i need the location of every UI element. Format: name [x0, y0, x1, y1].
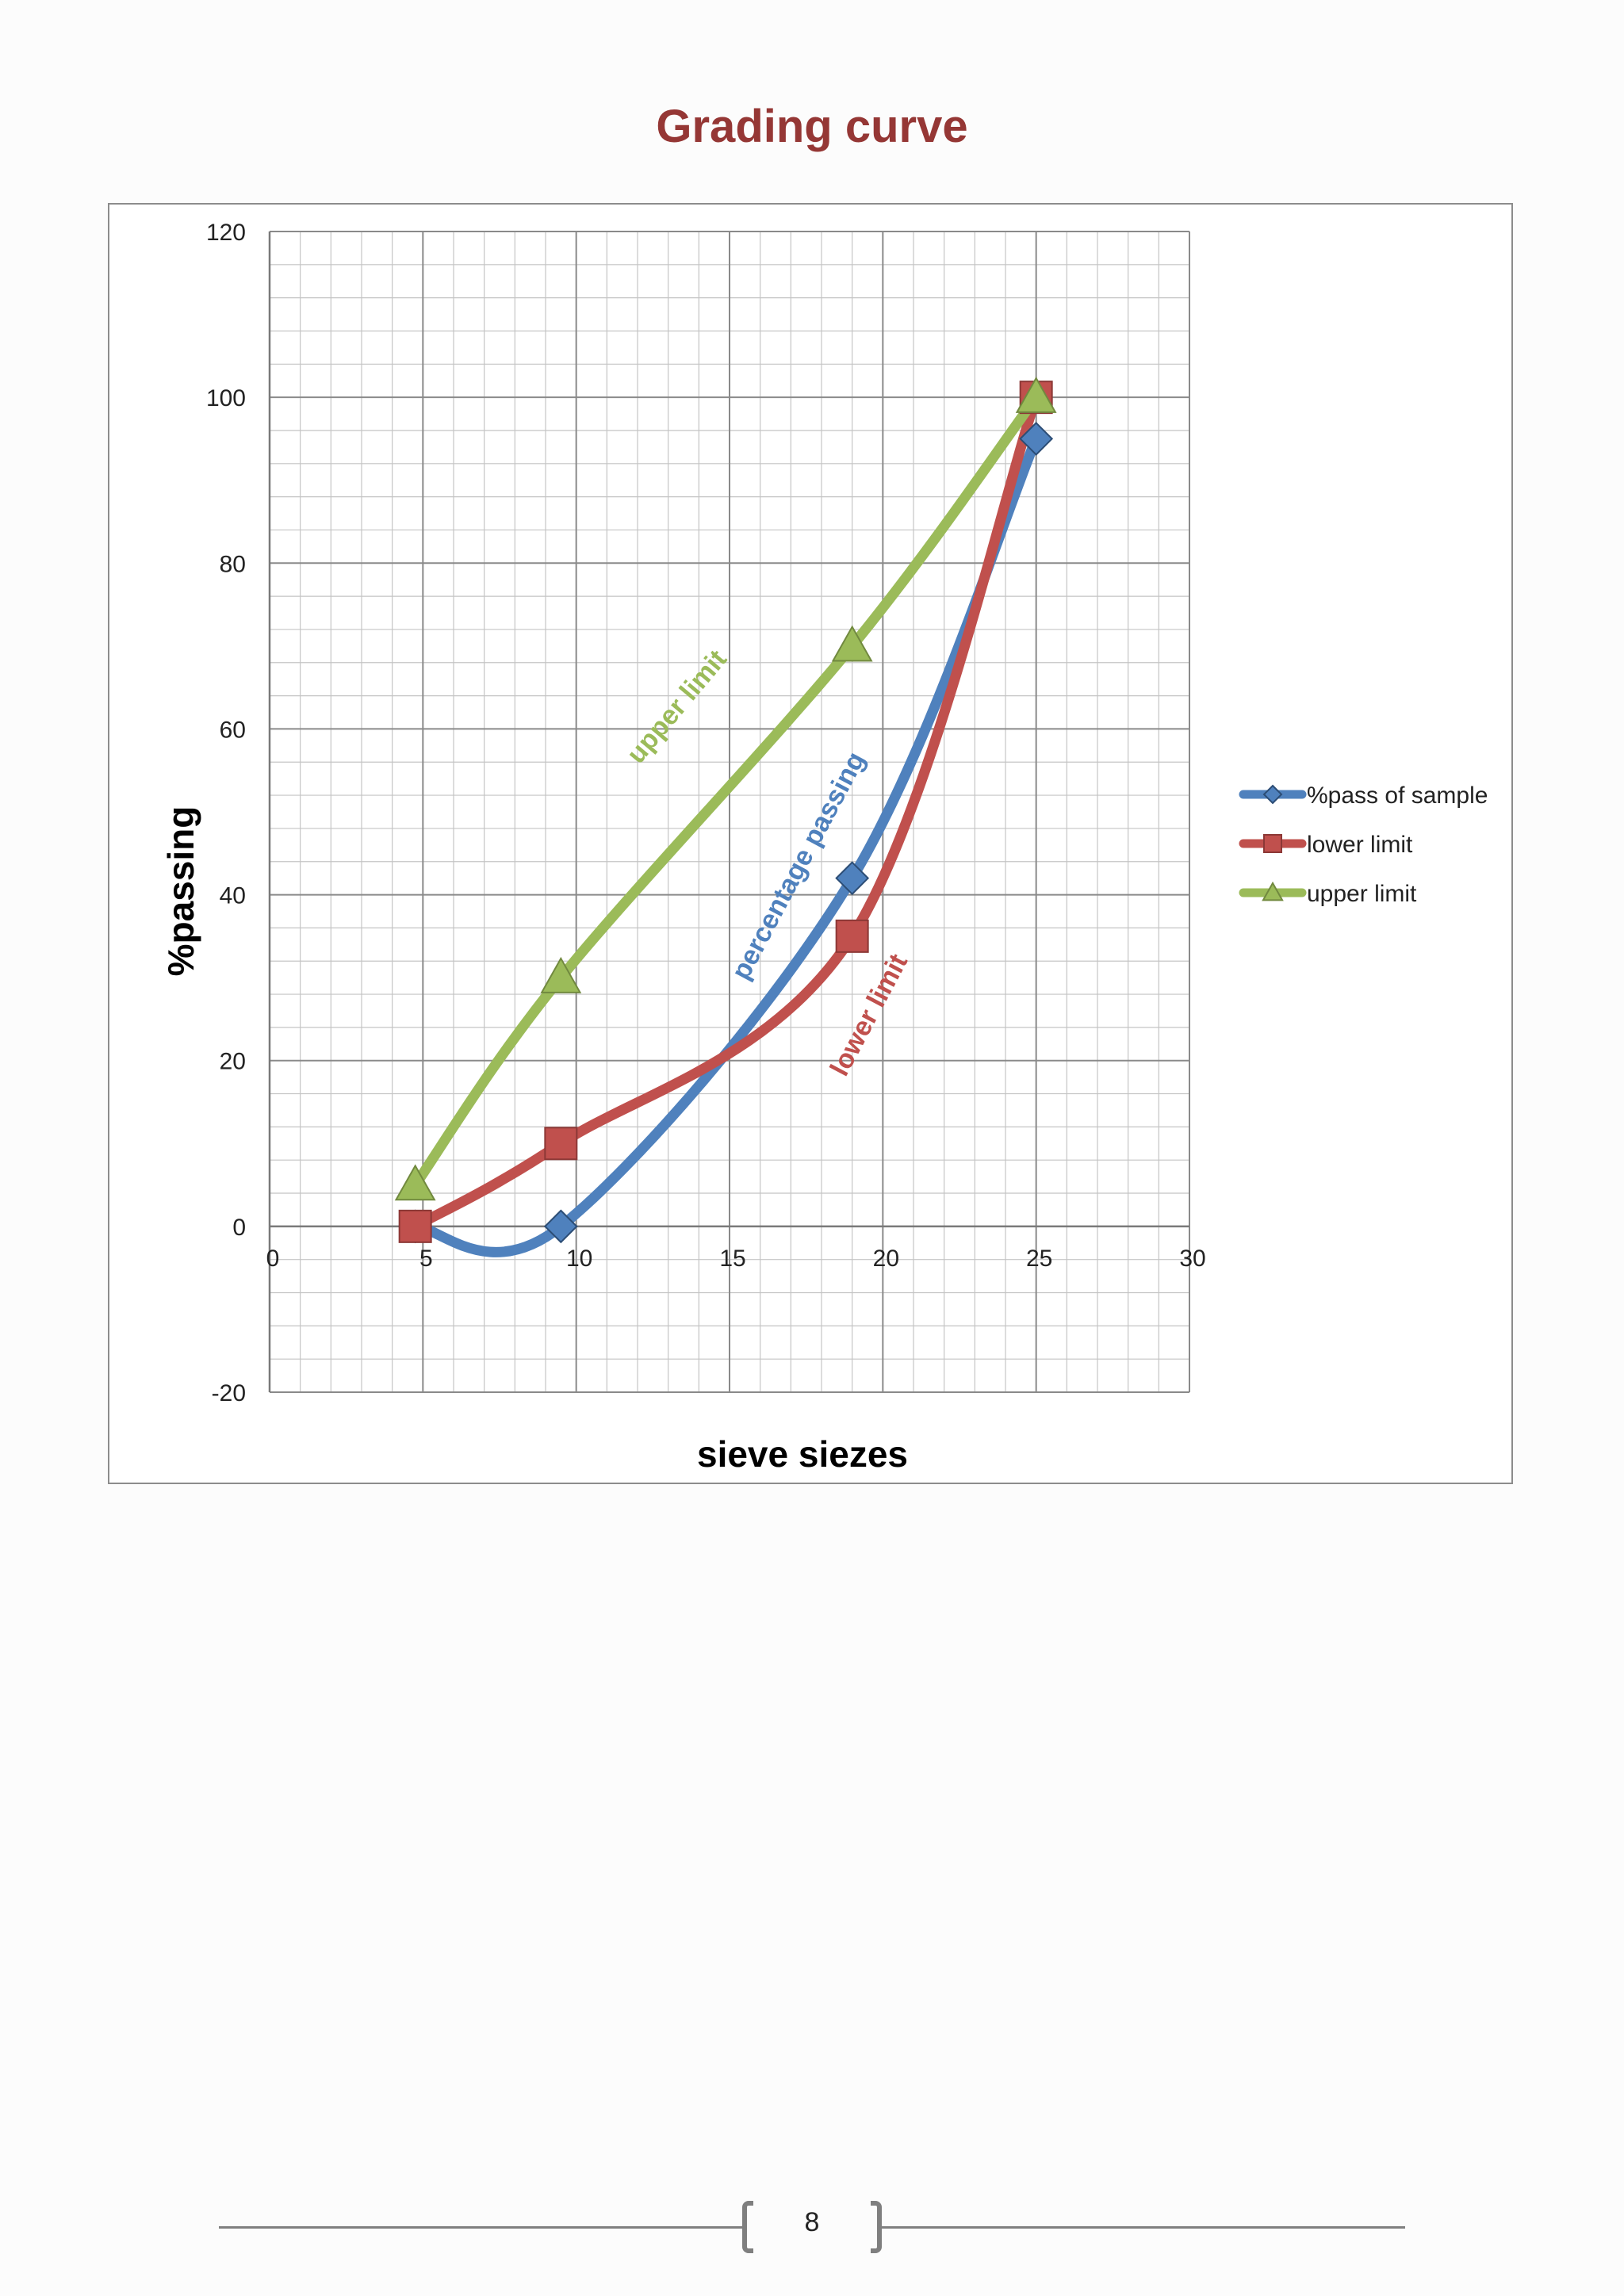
tick-labels: -20 0 20 40 60 80 100 120 0 5 10 15 20 25 30	[206, 220, 1206, 1406]
page-number-bracket-right	[871, 2201, 882, 2253]
series-line	[410, 433, 1042, 1257]
y-tick-label: 120	[206, 220, 246, 246]
diamond-marker	[1019, 422, 1054, 456]
y-tick-label: 60	[220, 717, 246, 743]
series-lines	[410, 392, 1042, 1257]
legend-label: lower limit	[1307, 832, 1413, 858]
chart-title: Grading curve	[656, 101, 968, 152]
x-tick-label: 30	[1179, 1246, 1205, 1272]
series-line	[410, 392, 1042, 1191]
square-marker	[398, 1209, 432, 1243]
diamond-marker	[1262, 784, 1283, 805]
y-axis-label: %passing	[160, 806, 201, 977]
y-tick-label: 100	[206, 385, 246, 411]
footer-rule-left	[219, 2226, 742, 2229]
y-tick-label: -20	[212, 1380, 246, 1406]
diamond-marker	[543, 1209, 578, 1244]
x-tick-label: 15	[719, 1246, 745, 1272]
x-tick-label: 20	[873, 1246, 899, 1272]
data-markers	[394, 376, 1057, 1244]
triangle-marker	[1015, 376, 1057, 413]
y-tick-label: 80	[220, 551, 246, 577]
triangle-marker	[394, 1164, 436, 1201]
diamond-marker	[835, 861, 870, 896]
legend: %pass of sample lower limit upper limit	[1239, 783, 1488, 907]
page-number: 8	[804, 2207, 820, 2237]
square-marker	[1263, 834, 1282, 853]
x-tick-label: 5	[419, 1246, 433, 1272]
y-tick-label: 20	[220, 1049, 246, 1075]
y-tick-label: 40	[220, 883, 246, 909]
triangle-marker	[540, 956, 582, 993]
square-marker	[835, 919, 869, 953]
x-tick-label: 25	[1026, 1246, 1052, 1272]
y-tick-label: 0	[232, 1215, 246, 1241]
triangle-marker	[1262, 881, 1284, 901]
square-marker	[544, 1127, 578, 1161]
series-line	[410, 392, 1042, 1232]
footer-rule-right	[882, 2226, 1405, 2229]
legend-label: upper limit	[1307, 881, 1417, 907]
x-tick-label: 0	[266, 1246, 280, 1272]
legend-label: %pass of sample	[1307, 783, 1488, 809]
x-axis-label: sieve siezes	[697, 1433, 908, 1475]
triangle-marker	[831, 625, 873, 662]
x-tick-label: 10	[566, 1246, 592, 1272]
page-number-bracket-left	[742, 2201, 753, 2253]
